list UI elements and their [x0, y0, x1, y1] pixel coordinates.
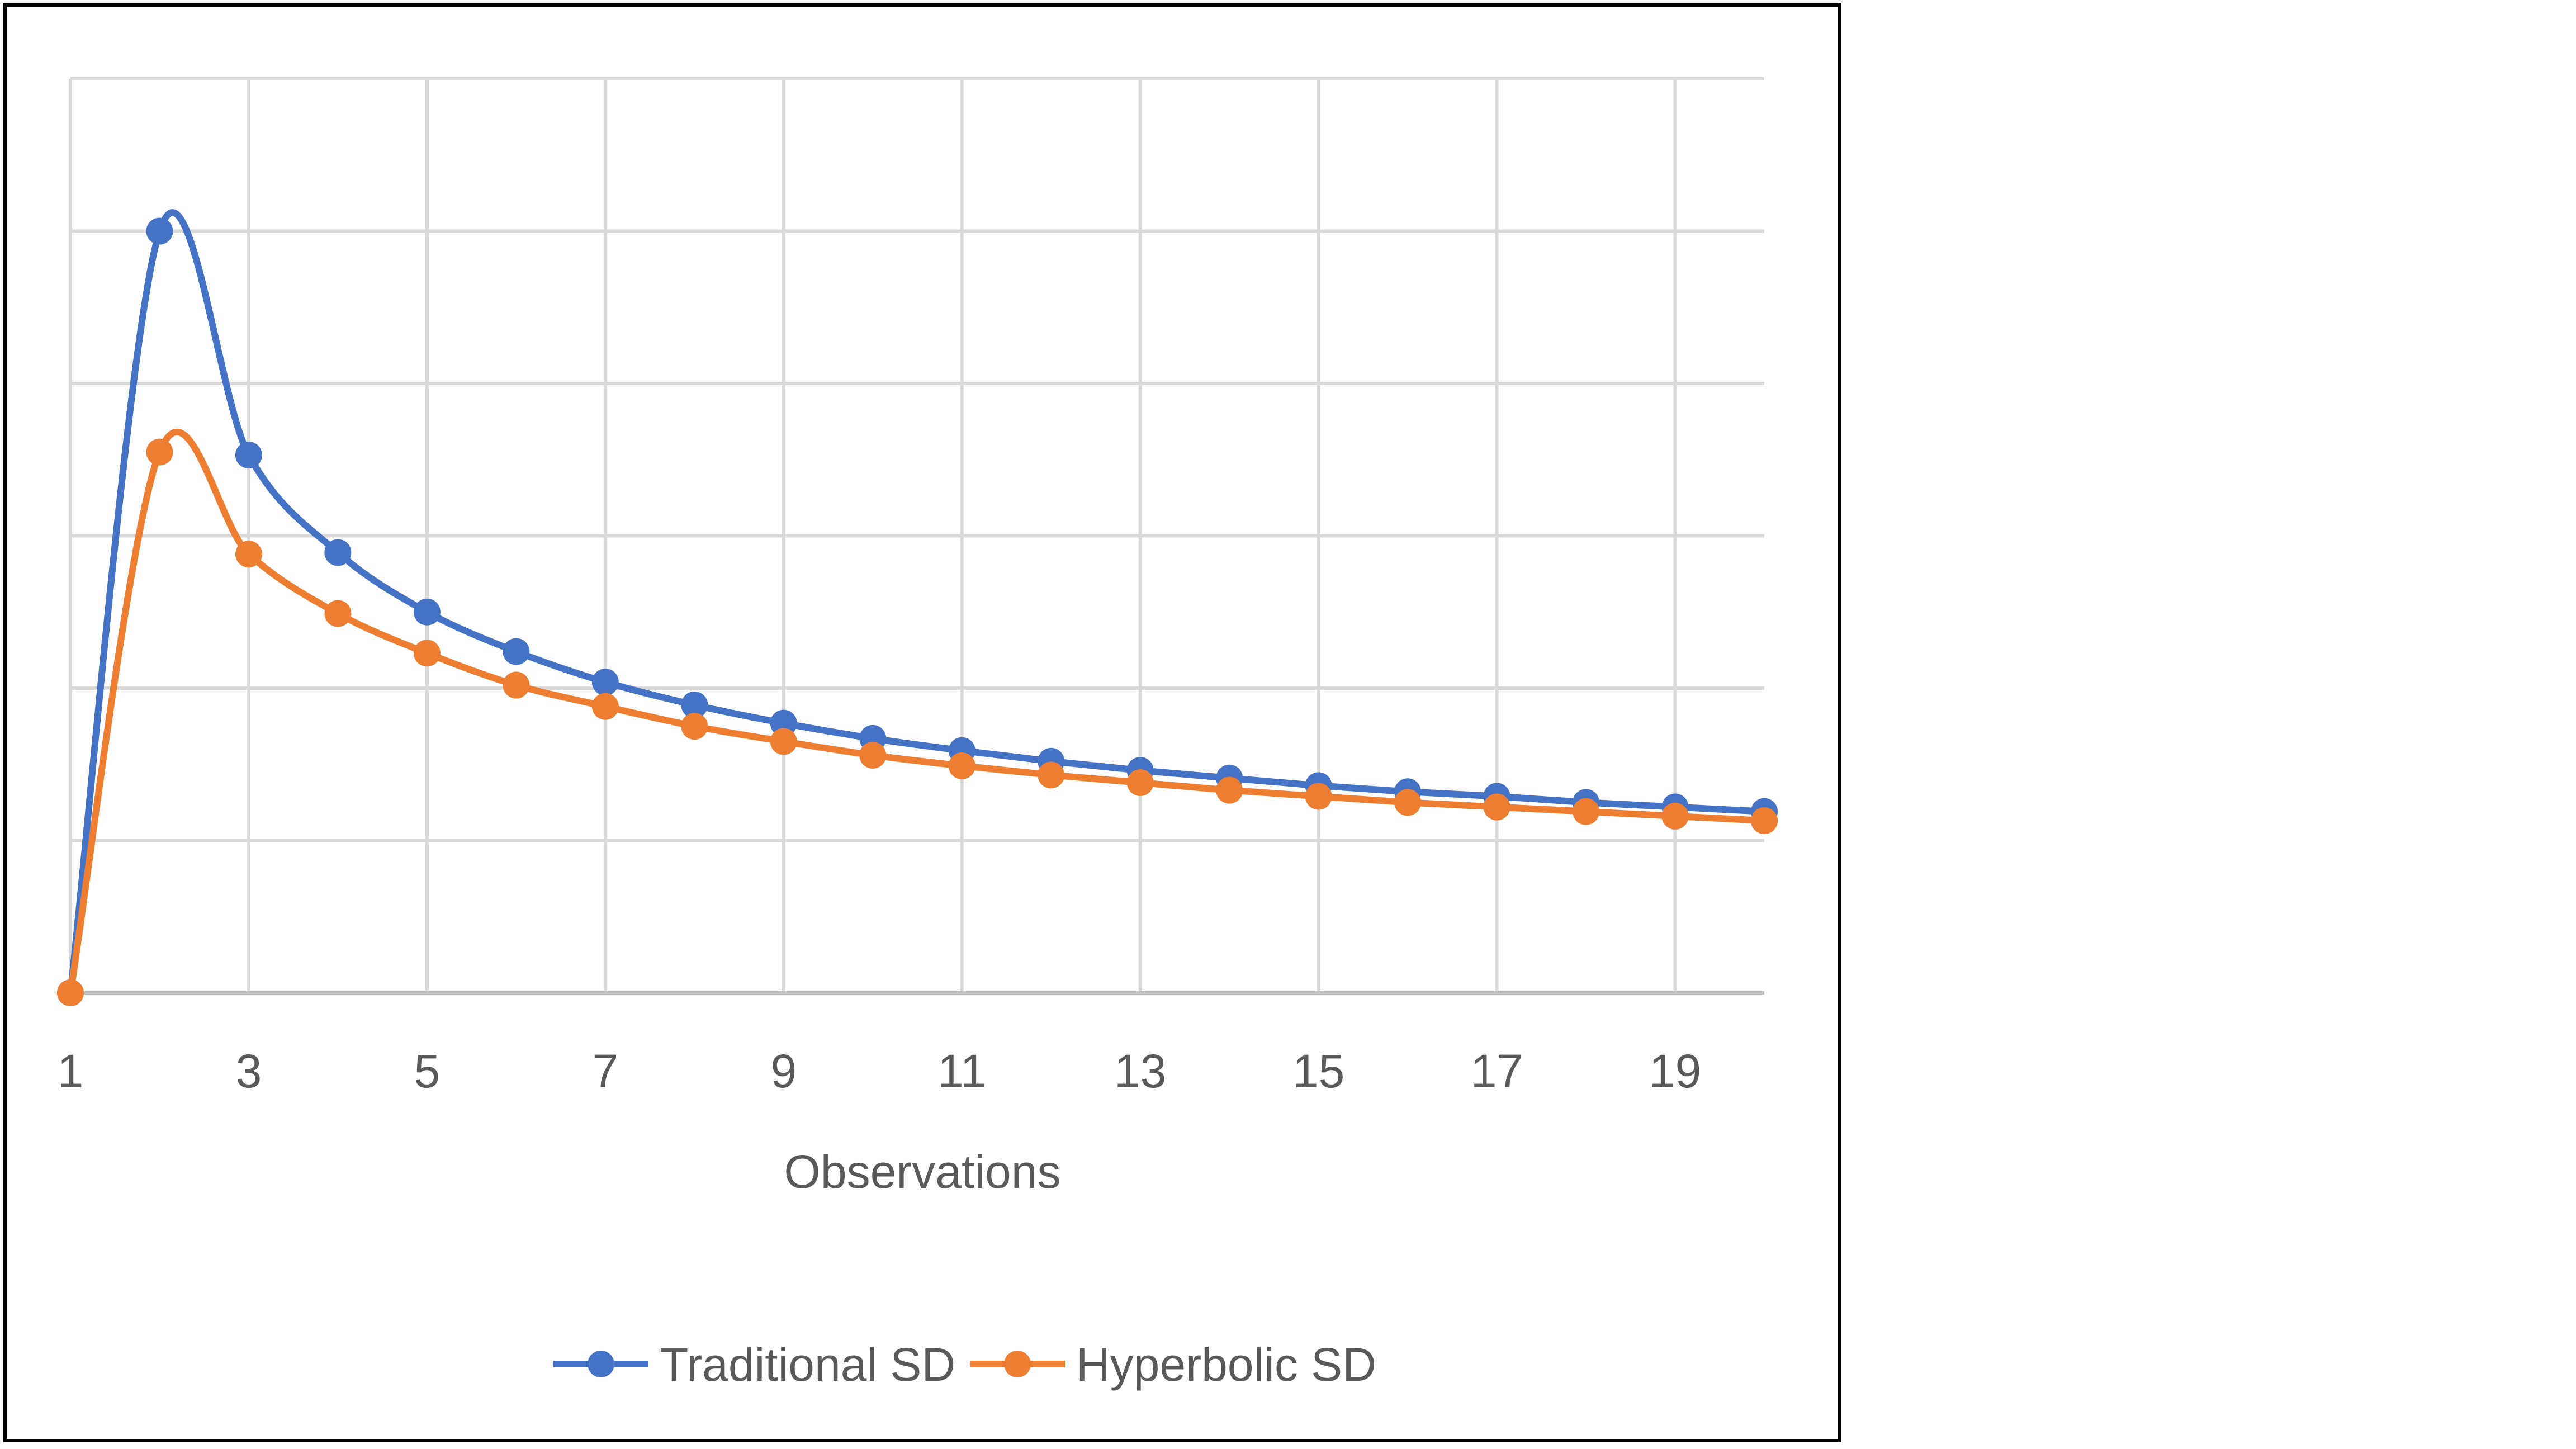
data-point-series-1	[1573, 798, 1600, 825]
legend: Traditional SD Hyperbolic SD	[553, 1338, 1376, 1391]
data-point-series-1	[1483, 793, 1510, 821]
data-point-series-1	[770, 728, 797, 755]
x-tick-label: 7	[592, 1045, 618, 1097]
data-point-series-1	[146, 438, 173, 466]
x-tick-label: 11	[937, 1045, 986, 1097]
data-point-series-0	[235, 442, 262, 469]
data-point-series-1	[1661, 802, 1689, 830]
data-point-series-0	[681, 691, 708, 718]
legend-label-0: Traditional SD	[660, 1338, 955, 1391]
data-point-series-0	[503, 638, 530, 665]
x-tick-label: 5	[414, 1045, 441, 1097]
data-point-series-1	[503, 671, 530, 699]
data-point-series-0	[146, 217, 173, 245]
data-point-series-1	[948, 752, 976, 779]
data-point-series-1	[57, 979, 84, 1006]
data-point-series-1	[1038, 761, 1065, 789]
x-tick-labels: 1 3 5 7 9 11 13 15 17 19	[58, 1045, 1702, 1097]
data-point-series-1	[681, 713, 708, 740]
x-tick-label: 15	[1292, 1045, 1344, 1097]
x-tick-label: 9	[770, 1045, 797, 1097]
data-point-series-0	[324, 539, 352, 566]
data-point-series-1	[1126, 769, 1154, 796]
x-tick-label: 19	[1649, 1045, 1701, 1097]
legend-label-1: Hyperbolic SD	[1076, 1338, 1376, 1391]
data-point-series-1	[1751, 807, 1778, 835]
series-points	[57, 217, 1778, 1006]
data-point-series-1	[324, 600, 352, 627]
legend-marker-0	[588, 1351, 614, 1377]
data-point-series-1	[859, 741, 887, 769]
x-tick-label: 1	[58, 1045, 84, 1097]
data-point-series-1	[413, 640, 441, 667]
data-point-series-1	[591, 693, 619, 720]
chart-frame	[3, 3, 1841, 1442]
grid-lines	[69, 77, 1764, 995]
x-tick-label: 13	[1114, 1045, 1166, 1097]
x-tick-label: 3	[236, 1045, 262, 1097]
data-point-series-1	[1394, 789, 1422, 816]
data-point-series-1	[1216, 776, 1243, 804]
data-point-series-1	[235, 541, 262, 568]
x-axis-label: Observations	[784, 1145, 1061, 1198]
data-point-series-1	[1305, 783, 1332, 810]
x-tick-label: 17	[1471, 1045, 1523, 1097]
series-line-1	[67, 428, 1768, 996]
data-point-series-0	[591, 669, 619, 696]
series-lines	[67, 209, 1768, 996]
legend-marker-1	[1004, 1351, 1031, 1377]
data-point-series-0	[413, 598, 441, 626]
